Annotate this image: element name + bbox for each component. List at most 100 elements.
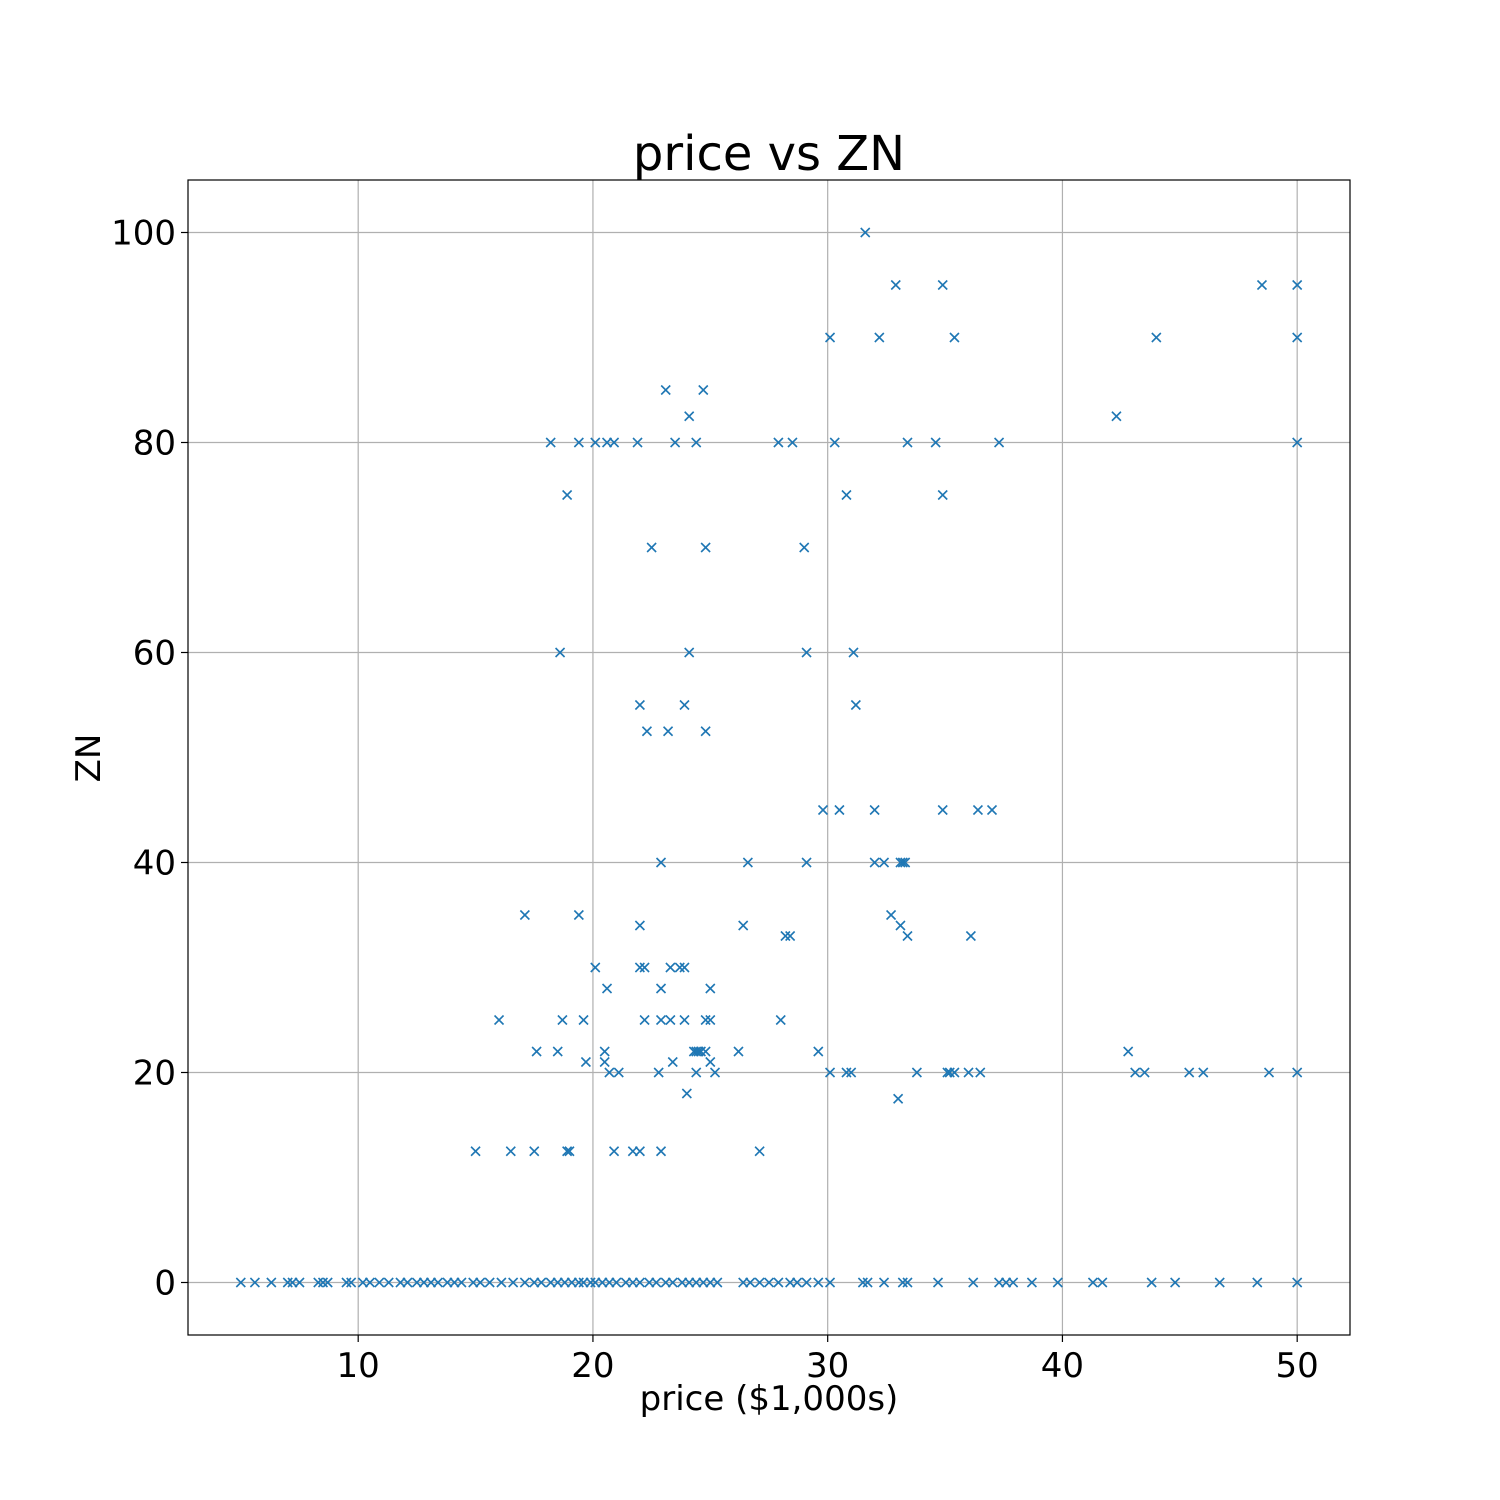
- x-tick-label: 50: [1276, 1346, 1319, 1386]
- data-point: [799, 542, 810, 553]
- data-point: [578, 1014, 589, 1026]
- data-point: [1087, 1277, 1099, 1288]
- data-point: [902, 930, 913, 942]
- data-point: [634, 1146, 645, 1157]
- data-point: [609, 1146, 620, 1157]
- data-point: [780, 930, 791, 942]
- data-point: [670, 437, 681, 448]
- data-point: [874, 332, 885, 343]
- y-tick-label: 40: [133, 844, 176, 884]
- data-point: [972, 804, 983, 816]
- data-point: [775, 1014, 786, 1026]
- data-point: [545, 437, 556, 448]
- data-point: [878, 1277, 890, 1288]
- data-point: [493, 1014, 505, 1026]
- data-point: [655, 1146, 667, 1157]
- data-point: [531, 1046, 542, 1057]
- data-point: [634, 920, 645, 931]
- data-point: [754, 1277, 765, 1288]
- data-point: [1198, 1067, 1209, 1078]
- data-point: [655, 857, 667, 868]
- data-point: [564, 1146, 575, 1157]
- data-point: [508, 1277, 519, 1288]
- data-point: [698, 384, 709, 396]
- plot-frame: [187, 179, 1351, 1336]
- data-point: [322, 1277, 333, 1288]
- data-point: [846, 1067, 857, 1078]
- data-point: [949, 332, 960, 343]
- data-point: [249, 1277, 260, 1288]
- data-point: [529, 1146, 540, 1157]
- data-point: [869, 804, 880, 816]
- data-point: [590, 437, 601, 448]
- data-point: [850, 699, 861, 711]
- data-point: [1052, 1277, 1063, 1288]
- data-point: [383, 1277, 394, 1288]
- data-point: [662, 726, 674, 737]
- data-point: [655, 983, 667, 994]
- data-point: [857, 1277, 868, 1288]
- data-point: [937, 489, 948, 501]
- data-point: [317, 1277, 329, 1288]
- data-point: [1292, 1277, 1303, 1288]
- data-point: [609, 437, 620, 448]
- data-point: [1130, 1067, 1141, 1078]
- data-point: [932, 1277, 944, 1288]
- data-point: [653, 1067, 664, 1078]
- data-point: [829, 437, 840, 448]
- data-point: [1146, 1277, 1157, 1288]
- data-point: [705, 983, 716, 994]
- data-point: [519, 1277, 530, 1288]
- data-point: [573, 1277, 584, 1288]
- axis-ticks: 10 20 30 40 50 0 20 40 60 80 100: [111, 214, 1319, 1387]
- data-point: [792, 1277, 803, 1288]
- data-point: [1184, 1067, 1195, 1078]
- data-point: [1139, 1067, 1150, 1078]
- data-point: [1252, 1277, 1263, 1288]
- data-point: [691, 1046, 702, 1057]
- data-point: [341, 1277, 352, 1288]
- data-point: [613, 1067, 624, 1078]
- data-point: [364, 1277, 375, 1288]
- data-point: [963, 1067, 974, 1078]
- data-point: [639, 962, 650, 973]
- data-point: [660, 384, 671, 396]
- data-point: [801, 647, 812, 658]
- chart-title: price vs ZN: [633, 126, 905, 182]
- data-point: [573, 909, 584, 921]
- data-point: [834, 804, 845, 816]
- data-point: [599, 1046, 610, 1057]
- data-point: [785, 930, 796, 942]
- data-point: [813, 1277, 824, 1288]
- data-point: [266, 1277, 277, 1288]
- data-point: [890, 279, 901, 291]
- data-point: [374, 1277, 385, 1288]
- grid: [188, 180, 1350, 1335]
- data-point: [1292, 332, 1303, 343]
- data-point: [484, 1277, 495, 1288]
- data-point: [986, 804, 998, 816]
- data-point: [562, 1146, 573, 1157]
- data-point: [456, 1277, 467, 1288]
- data-point: [1292, 437, 1303, 448]
- data-point: [745, 1277, 756, 1288]
- data-point: [634, 962, 645, 973]
- data-point: [573, 437, 584, 448]
- data-point: [667, 1277, 678, 1288]
- data-point: [801, 857, 812, 868]
- data-point: [937, 279, 948, 291]
- data-point: [824, 1277, 836, 1288]
- y-tick-label: 100: [111, 214, 176, 254]
- data-point: [862, 1277, 873, 1288]
- data-point: [712, 1277, 723, 1288]
- data-point: [684, 411, 695, 422]
- data-point: [886, 909, 897, 921]
- data-point: [667, 1056, 678, 1068]
- x-tick-label: 10: [337, 1346, 380, 1386]
- data-point: [634, 1277, 645, 1288]
- data-point: [585, 1277, 596, 1288]
- data-point: [552, 1046, 563, 1057]
- data-point: [632, 437, 643, 448]
- data-point: [235, 1277, 246, 1288]
- data-point: [557, 1014, 568, 1026]
